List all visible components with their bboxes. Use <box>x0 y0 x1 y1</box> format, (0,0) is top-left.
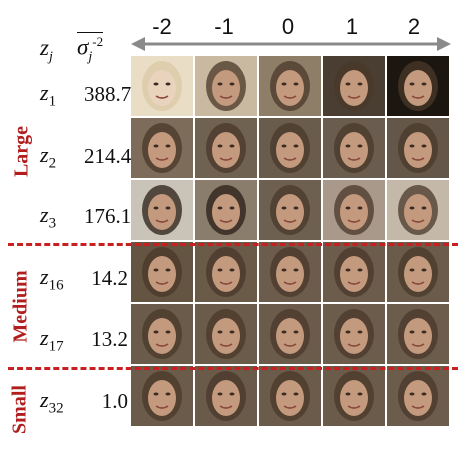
face-image <box>131 180 193 240</box>
face-image <box>387 304 449 364</box>
face-image <box>323 56 385 116</box>
face-image <box>259 242 321 302</box>
face-image <box>259 56 321 116</box>
face-image <box>195 304 257 364</box>
face-image <box>131 242 193 302</box>
double-arrow-icon <box>131 37 451 51</box>
row-label-z17: z17 <box>40 325 64 355</box>
row-value-z3: 176.1 <box>84 204 132 228</box>
group-label-small: Small <box>8 385 31 434</box>
face-image <box>259 366 321 426</box>
row-label-z16: z16 <box>40 264 64 294</box>
row-value-z32: 1.0 <box>101 389 128 413</box>
face-image <box>131 304 193 364</box>
face-image <box>195 366 257 426</box>
face-image <box>323 304 385 364</box>
face-image <box>323 242 385 302</box>
face-image <box>323 180 385 240</box>
group-label-large: Large <box>10 125 33 178</box>
face-grid <box>131 56 451 428</box>
separator-large-medium <box>8 243 458 246</box>
row-label-z3: z3 <box>40 202 57 232</box>
sigma-header: σj-2 <box>77 32 104 65</box>
row-label-z1: z1 <box>40 80 57 110</box>
face-image <box>387 180 449 240</box>
face-image <box>323 366 385 426</box>
face-image <box>387 56 449 116</box>
face-image <box>131 56 193 116</box>
face-image <box>387 242 449 302</box>
face-image <box>387 118 449 178</box>
face-image <box>131 366 193 426</box>
row-value-z2: 214.4 <box>84 144 132 168</box>
face-image <box>387 366 449 426</box>
face-image <box>259 304 321 364</box>
column-label-0: 0 <box>281 14 295 39</box>
row-value-z17: 13.2 <box>91 327 128 351</box>
group-label-medium: Medium <box>9 270 32 343</box>
row-value-z1: 388.7 <box>84 82 132 106</box>
face-image <box>323 118 385 178</box>
face-image <box>259 118 321 178</box>
row-value-z16: 14.2 <box>91 266 128 290</box>
column-label-neg1: -1 <box>214 14 234 39</box>
row-label-z2: z2 <box>40 142 57 172</box>
face-image <box>195 180 257 240</box>
column-label-neg2: -2 <box>152 14 172 39</box>
column-label-2: 2 <box>407 14 421 39</box>
face-image <box>195 242 257 302</box>
face-image <box>195 56 257 116</box>
face-image <box>195 118 257 178</box>
z-header: zj <box>40 35 53 65</box>
face-image <box>131 118 193 178</box>
separator-medium-small <box>8 367 458 370</box>
row-label-z32: z32 <box>40 387 64 417</box>
face-image <box>259 180 321 240</box>
column-label-1: 1 <box>345 14 359 39</box>
